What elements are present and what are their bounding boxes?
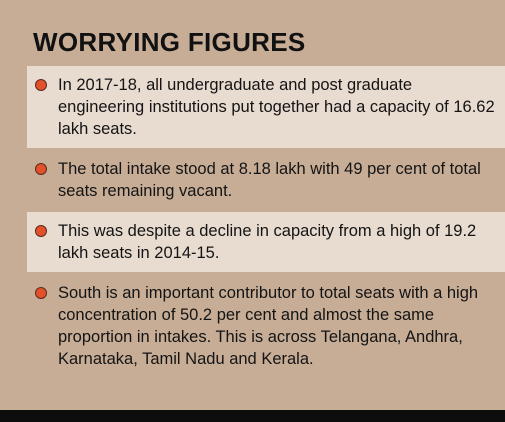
bullet-text: The total intake stood at 8.18 lakh with…	[58, 160, 481, 200]
bullet-item-3: This was despite a decline in capacity f…	[27, 210, 505, 272]
bullet-item-4: South is an important contributor to tot…	[27, 272, 505, 378]
card-title: WORRYING FIGURES	[33, 27, 306, 57]
bullet-dot-icon	[35, 79, 47, 91]
bottom-bar	[0, 410, 505, 422]
bullet-text: In 2017-18, all undergraduate and post g…	[58, 76, 495, 138]
bullet-text: South is an important contributor to tot…	[58, 284, 479, 368]
bullet-dot-icon	[35, 163, 47, 175]
bullet-item-2: The total intake stood at 8.18 lakh with…	[27, 148, 505, 210]
bullet-item-1: In 2017-18, all undergraduate and post g…	[27, 66, 505, 148]
bullet-dot-icon	[35, 287, 47, 299]
bullet-text: This was despite a decline in capacity f…	[58, 222, 477, 262]
bullet-dot-icon	[35, 225, 47, 237]
bullet-list: In 2017-18, all undergraduate and post g…	[27, 66, 505, 378]
